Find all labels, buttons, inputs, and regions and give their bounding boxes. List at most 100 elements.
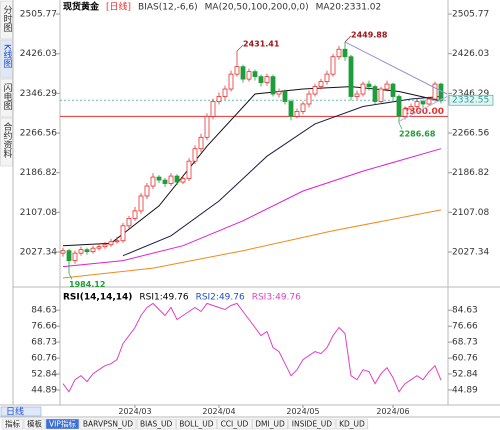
candle-body — [180, 178, 186, 183]
candle-body — [414, 101, 420, 107]
candle-body — [138, 195, 144, 212]
sidebar-tab-bg[interactable] — [0, 0, 13, 40]
period-tab[interactable]: 日线 — [6, 406, 24, 418]
moving-average — [122, 96, 442, 257]
trendline — [344, 41, 448, 95]
candle-body — [282, 91, 288, 102]
candle-body — [144, 185, 150, 197]
indicator-tab[interactable]: BARVPSN_UD — [83, 420, 133, 429]
indicator-tab[interactable]: VIP指标 — [49, 419, 76, 429]
candle-body — [174, 175, 180, 183]
candle-body — [66, 250, 72, 262]
candle-body — [234, 66, 240, 75]
y-tick-label-right: 76.66 — [452, 322, 478, 332]
candle-body — [270, 76, 276, 95]
sidebar-tab-bg[interactable] — [0, 117, 13, 167]
panel-header: RSI(14,14,14) — [63, 293, 132, 303]
indicator-tab[interactable]: INSIDE_UD — [292, 420, 333, 429]
sidebar-tab[interactable]: 分时图 — [2, 5, 13, 33]
x-tick-label: 2024/06 — [376, 407, 409, 416]
indicator-tab-bg[interactable] — [23, 418, 46, 430]
indicator-tab-bg[interactable] — [335, 418, 369, 430]
candle-body — [432, 83, 438, 100]
indicator-tab-bg[interactable] — [176, 418, 217, 430]
candle-body — [78, 249, 84, 254]
candle-body — [150, 176, 156, 187]
candle-body — [420, 101, 426, 105]
trendline — [398, 96, 448, 122]
indicator-tab[interactable]: CCI_UD — [221, 420, 249, 429]
x-tick-label: 2024/05 — [286, 407, 319, 416]
candle-body — [294, 111, 300, 117]
moving-average — [62, 148, 442, 268]
sidebar-tab[interactable]: 闪电图 — [2, 83, 13, 111]
candle-body — [108, 241, 114, 246]
candle-body — [288, 101, 294, 117]
candle-body — [438, 83, 444, 101]
low-annotation: 2286.68 — [399, 130, 436, 139]
candle-body — [186, 160, 192, 179]
high-annotation: 2449.88 — [351, 30, 388, 39]
y-tick-label-right: 52.84 — [452, 370, 478, 380]
candle-body — [96, 246, 102, 249]
y-tick-label: 68.73 — [31, 338, 57, 348]
indicator-tab-bg[interactable] — [79, 418, 137, 430]
y-tick-label-right: 44.89 — [452, 385, 478, 395]
y-tick-label-right: 2266.56 — [452, 129, 489, 139]
indicator-tab-bg[interactable] — [45, 418, 80, 430]
indicator-tab[interactable]: BIAS_UD — [140, 420, 172, 429]
candle-body — [168, 175, 174, 184]
indicator-tab-bg[interactable] — [288, 418, 336, 430]
candle-body — [216, 96, 222, 102]
candle-body — [246, 71, 252, 80]
indicator-tab-bg[interactable] — [217, 418, 252, 430]
indicator-tab-bg[interactable] — [136, 418, 176, 430]
candle-body — [372, 86, 378, 102]
indicator-tab[interactable]: DMI_UD — [255, 420, 285, 429]
indicator-tab-bg[interactable] — [252, 418, 288, 430]
low-annotation: 1984.12 — [69, 280, 105, 289]
candle-body — [240, 66, 246, 80]
candle-body — [384, 83, 390, 90]
indicator-tab[interactable]: 指标 — [5, 419, 20, 429]
candle-body — [318, 81, 324, 87]
y-tick-label-right: 84.63 — [452, 306, 478, 316]
y-tick-label: 2186.82 — [20, 168, 57, 178]
price-tag-bg — [448, 94, 494, 106]
y-tick-label: 2505.77 — [20, 10, 57, 20]
candle-body — [408, 106, 414, 110]
indicator-tab[interactable]: BOLL_UD — [179, 420, 214, 429]
y-tick-label: 2107.08 — [20, 208, 57, 218]
y-tick-label: 2266.56 — [20, 129, 57, 139]
extreme-leader — [398, 122, 403, 130]
candle-body — [276, 91, 282, 95]
candle-body — [102, 244, 108, 248]
candle-body — [252, 71, 258, 78]
candle-body — [162, 179, 168, 184]
indicator-tab-bg[interactable] — [1, 418, 24, 430]
y-tick-label-right: 2426.03 — [452, 49, 489, 59]
y-tick-label: 84.63 — [31, 306, 57, 316]
sidebar-tab[interactable]: K线图 — [2, 44, 13, 69]
candle-body — [360, 83, 366, 95]
candle-body — [342, 48, 348, 58]
panel-header: MA20:2331.02 — [316, 3, 382, 13]
period-tab-bg[interactable] — [0, 406, 42, 417]
sidebar-tab[interactable]: 合约资料 — [2, 121, 13, 159]
panel-header: 现货黄金 — [63, 1, 100, 13]
candle-body — [132, 210, 138, 219]
y-tick-label-right: 2505.77 — [452, 10, 489, 20]
candle-body — [396, 96, 402, 117]
indicator-tab[interactable]: 模板 — [27, 419, 42, 429]
candle-body — [300, 103, 306, 112]
sidebar-tab-bg[interactable] — [0, 39, 13, 79]
high-annotation: 2431.41 — [243, 40, 280, 49]
indicator-tab[interactable]: KD_UD — [339, 420, 365, 429]
candle-body — [324, 73, 330, 82]
price-line-label: 2300.00 — [403, 107, 444, 117]
candle-body — [306, 93, 312, 105]
y-tick-label: 2027.34 — [20, 248, 57, 258]
sidebar-tab-bg[interactable] — [0, 78, 13, 118]
